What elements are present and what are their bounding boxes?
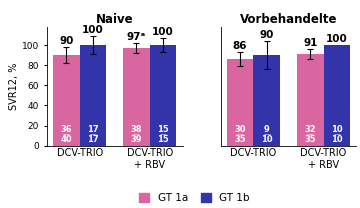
Text: 10: 10 bbox=[331, 135, 343, 144]
Text: 38: 38 bbox=[131, 125, 142, 134]
Text: 10: 10 bbox=[261, 135, 273, 144]
Title: Vorbehandelte: Vorbehandelte bbox=[240, 13, 337, 26]
Bar bbox=[80, 45, 106, 146]
Text: 10: 10 bbox=[331, 125, 343, 134]
Text: 100: 100 bbox=[82, 25, 104, 35]
Text: 97ᵃ: 97ᵃ bbox=[127, 32, 146, 42]
Text: 15: 15 bbox=[157, 135, 169, 144]
Text: 35: 35 bbox=[305, 135, 316, 144]
Text: —: — bbox=[307, 131, 314, 137]
Text: —: — bbox=[237, 131, 244, 137]
Bar bbox=[150, 45, 176, 146]
Text: 17: 17 bbox=[87, 125, 99, 134]
Text: 17: 17 bbox=[87, 135, 99, 144]
Text: 90: 90 bbox=[59, 36, 73, 46]
Text: —: — bbox=[333, 131, 341, 137]
Text: —: — bbox=[159, 131, 167, 137]
Text: 9: 9 bbox=[264, 125, 270, 134]
Text: 86: 86 bbox=[233, 41, 247, 51]
Bar bbox=[324, 45, 350, 146]
Bar bbox=[297, 54, 324, 146]
Text: 32: 32 bbox=[305, 125, 316, 134]
Y-axis label: SVR12, %: SVR12, % bbox=[9, 63, 19, 110]
Text: 91: 91 bbox=[303, 38, 318, 48]
Text: 100: 100 bbox=[326, 34, 348, 44]
Text: 15: 15 bbox=[157, 125, 169, 134]
Title: Naive: Naive bbox=[96, 13, 134, 26]
Text: —: — bbox=[63, 131, 70, 137]
Text: 90: 90 bbox=[260, 30, 274, 40]
Text: —: — bbox=[89, 131, 96, 137]
Text: 100: 100 bbox=[152, 27, 174, 37]
Text: 39: 39 bbox=[131, 135, 142, 144]
Legend: GT 1a, GT 1b: GT 1a, GT 1b bbox=[135, 189, 254, 207]
Bar bbox=[227, 59, 253, 146]
Text: —: — bbox=[133, 131, 140, 137]
Bar bbox=[253, 55, 280, 146]
Text: 30: 30 bbox=[234, 125, 246, 134]
Text: 36: 36 bbox=[60, 125, 72, 134]
Text: 40: 40 bbox=[60, 135, 72, 144]
Text: 35: 35 bbox=[234, 135, 246, 144]
Bar bbox=[123, 48, 150, 146]
Bar bbox=[53, 55, 80, 146]
Text: —: — bbox=[263, 131, 270, 137]
